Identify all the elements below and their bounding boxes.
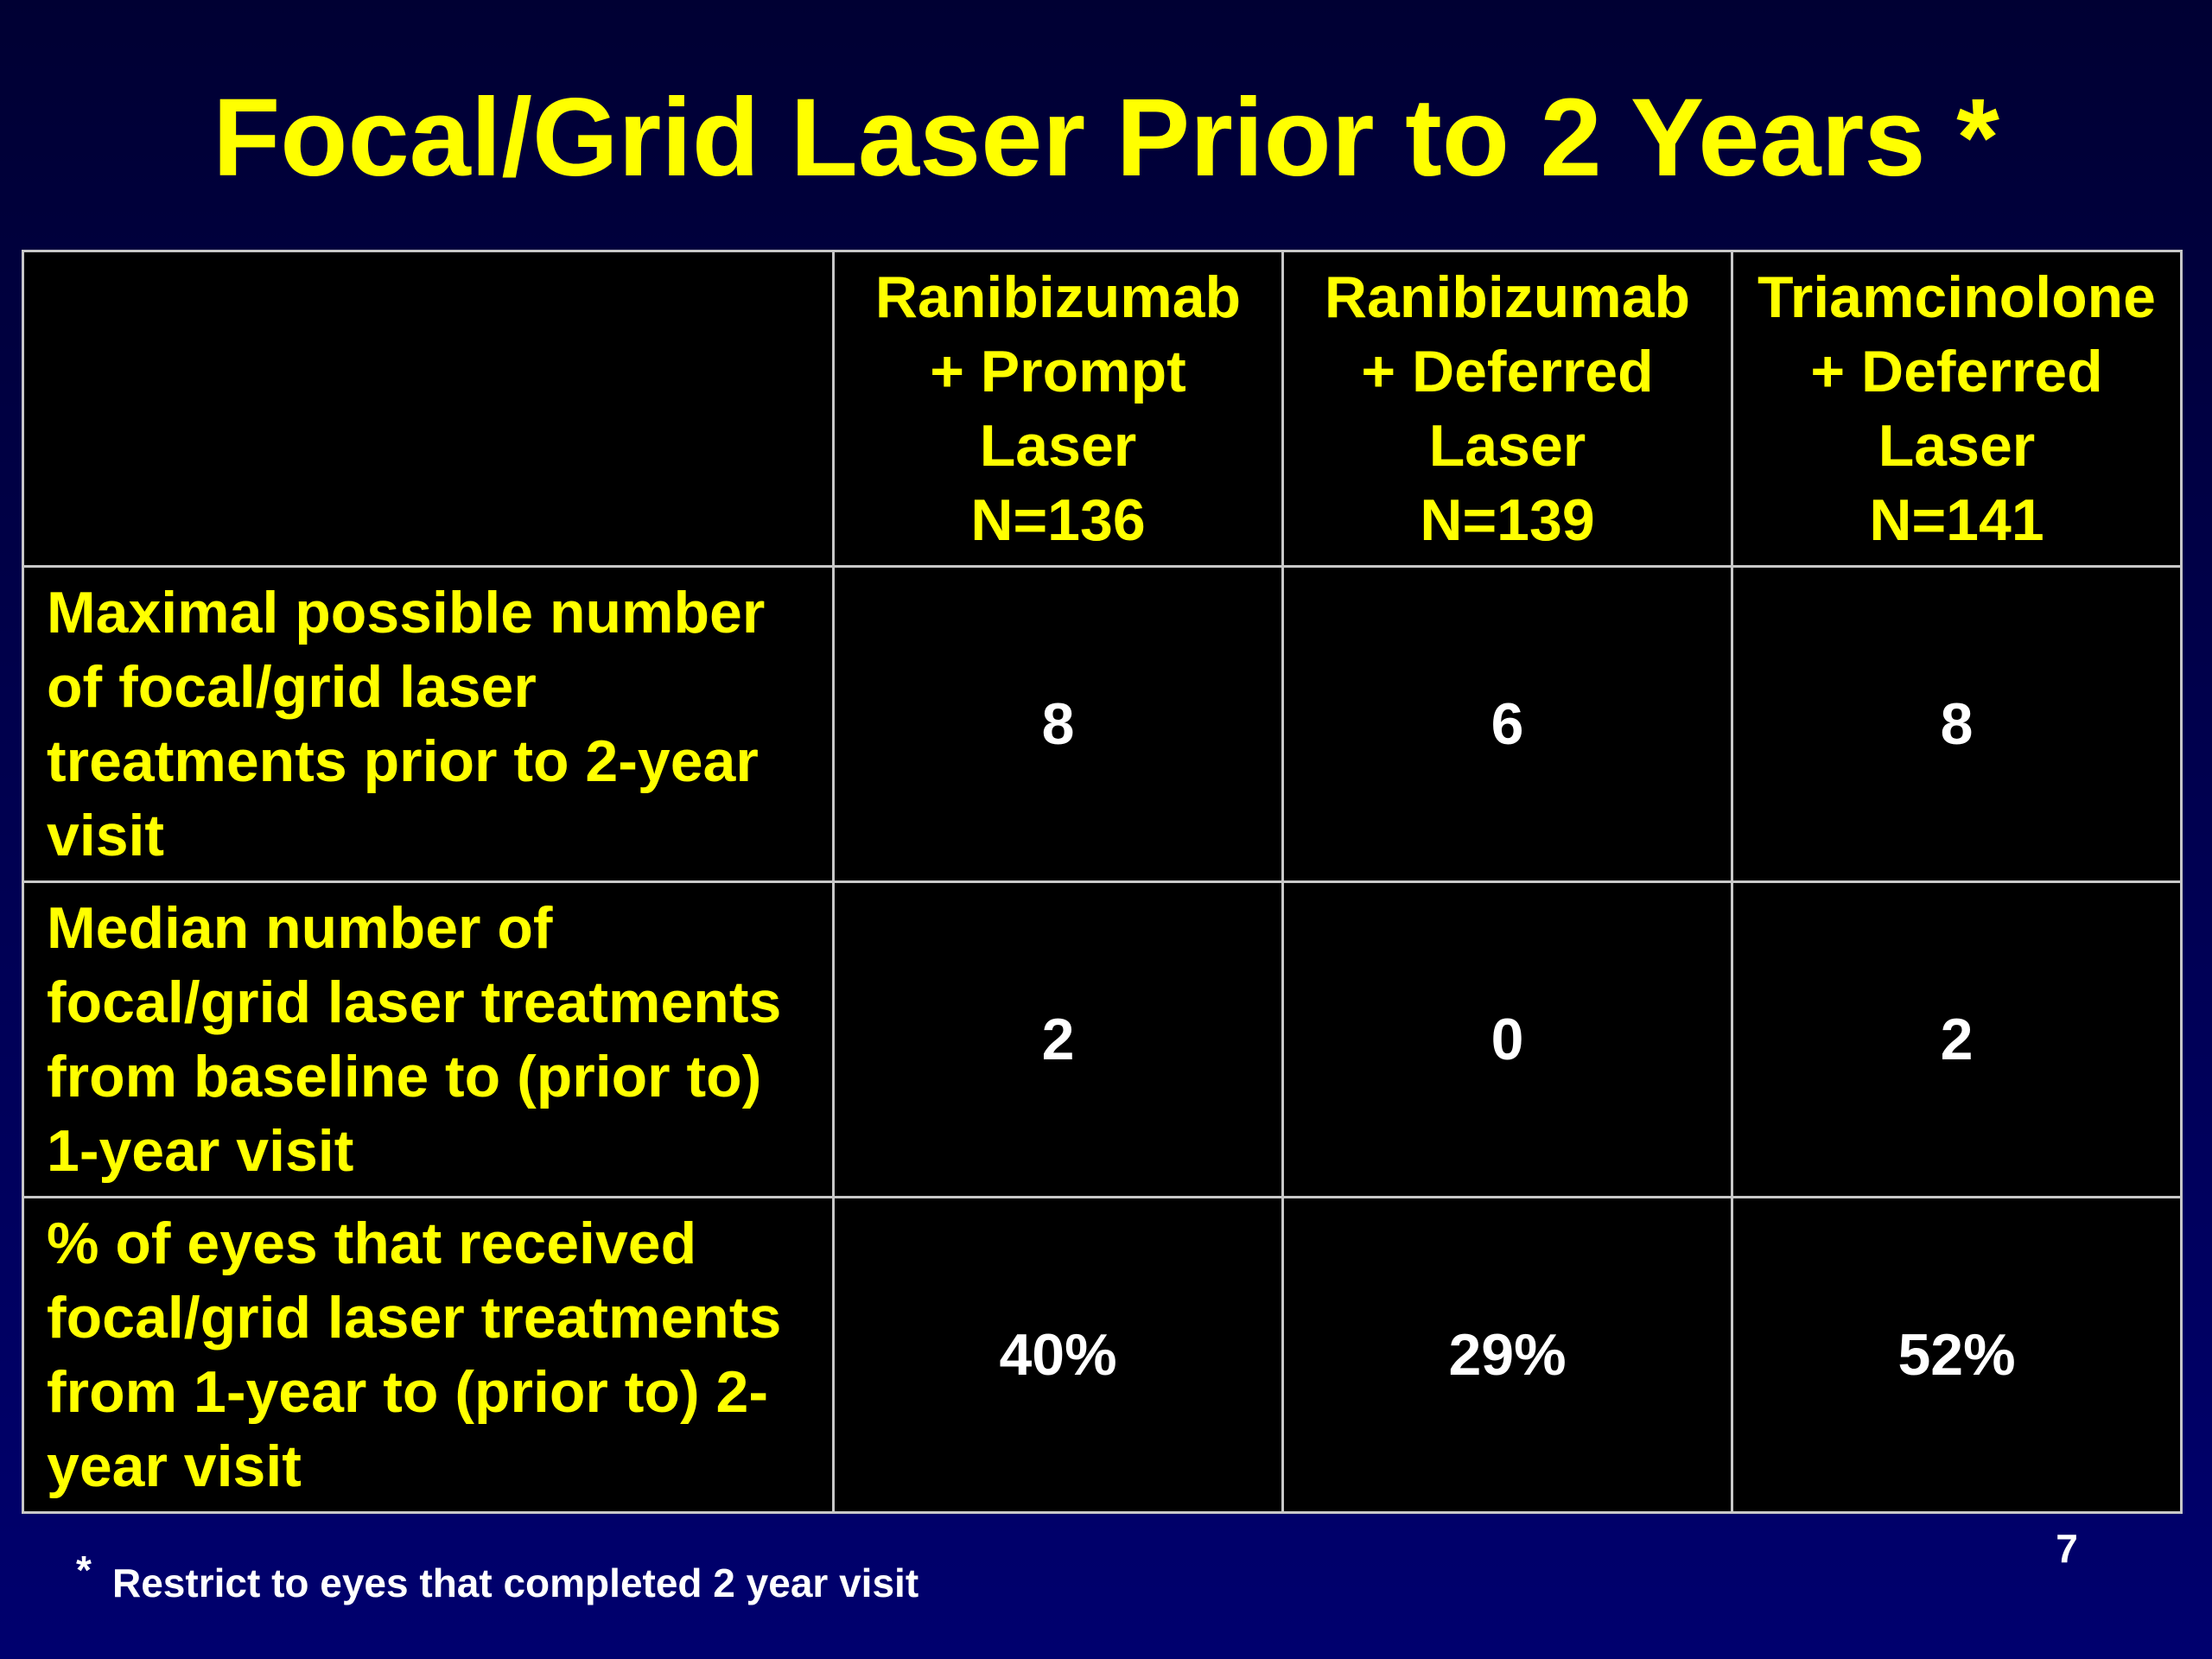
header-cell: Ranibizumab + Deferred Laser N=139 [1281,250,1733,568]
header-line: Ranibizumab [874,264,1242,330]
footnote-marker: * [76,1548,92,1592]
cell-value: 2 [1731,880,2183,1198]
cell-value: 52% [1731,1196,2183,1514]
row-label: % of eyes that received focal/grid laser… [22,1196,835,1514]
header-line: N=136 [970,487,1146,553]
row-label: Median number of focal/grid laser treatm… [22,880,835,1198]
header-line: Laser [979,413,1137,479]
cell-value: 8 [1731,565,2183,883]
footnote-text: Restrict to eyes that completed 2 year v… [112,1560,919,1605]
cell-value: 6 [1281,565,1733,883]
cell-value: 8 [832,565,1284,883]
header-line: Laser [1878,413,2036,479]
header-line: + Prompt [930,339,1186,404]
cell-value: 0 [1281,880,1733,1198]
cell-value: 29% [1281,1196,1733,1514]
body-row: Maximal possible number of focal/grid la… [22,565,2183,883]
data-table: Ranibizumab + Prompt Laser N=136 Ranibizumab… [22,250,2183,1514]
body-row: Median number of focal/grid laser treatm… [22,880,2183,1198]
header-cell: Ranibizumab + Prompt Laser N=136 [832,250,1284,568]
header-line: N=141 [1869,487,2044,553]
header-cell: Triamcinolone + Deferred Laser N=141 [1731,250,2183,568]
header-line: + Deferred [1361,339,1654,404]
header-row: Ranibizumab + Prompt Laser N=136 Ranibizumab… [22,250,2183,568]
page-number: 7 [2056,1526,2078,1571]
header-line: + Deferred [1810,339,2103,404]
header-line: Laser [1428,413,1586,479]
cell-value: 2 [832,880,1284,1198]
header-line: N=139 [1420,487,1595,553]
header-line: Ranibizumab [1324,264,1691,330]
header-line: Triamcinolone [1758,264,2156,330]
slide-title: Focal/Grid Laser Prior to 2 Years * [213,76,1999,200]
cell-value: 40% [832,1196,1284,1514]
row-label: Maximal possible number of focal/grid la… [22,565,835,883]
body-row: % of eyes that received focal/grid laser… [22,1196,2183,1514]
corner-cell [22,250,835,568]
